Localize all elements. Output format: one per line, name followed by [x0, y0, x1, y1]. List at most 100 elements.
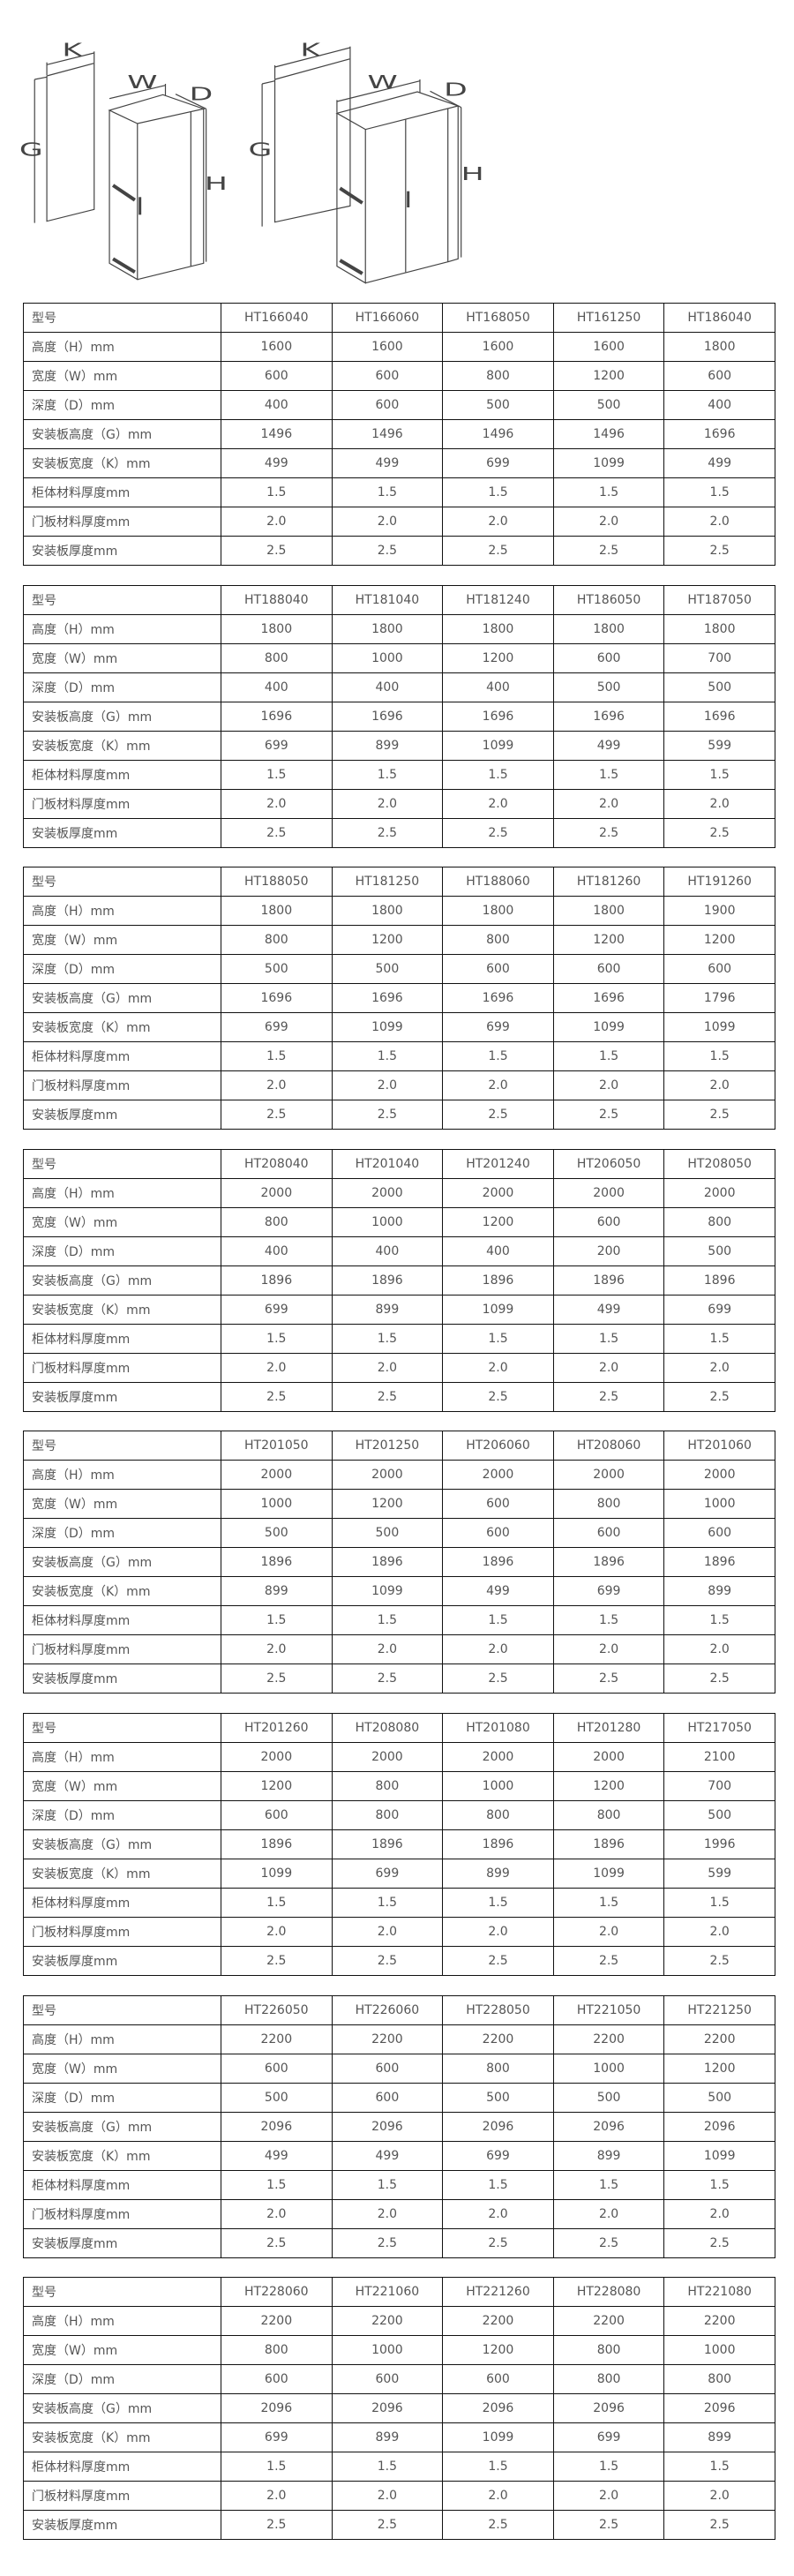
value-cell: 600 — [331, 361, 444, 391]
table-row-depth: 深度（D）mm 400 400 400 200 500 — [23, 1235, 775, 1266]
value-cell: 800 — [221, 642, 333, 673]
value-cell: 400 — [442, 1235, 554, 1266]
value-cell: 1000 — [552, 2053, 665, 2084]
value-cell: 400 — [663, 390, 775, 420]
value-cell: 2.0 — [331, 507, 444, 537]
value-cell: 2.0 — [663, 1917, 775, 1947]
value-cell: 2.5 — [663, 1381, 775, 1412]
model-cell: HT208060 — [552, 1431, 665, 1461]
table-row-height: 高度（H）mm 2200 2200 2200 2200 2200 — [23, 2306, 775, 2337]
value-cell: 1696 — [442, 983, 554, 1014]
value-cell: 1.5 — [442, 2452, 554, 2482]
table-row-depth: 深度（D）mm 500 500 600 600 600 — [23, 1518, 775, 1549]
value-cell: 1996 — [663, 1829, 775, 1859]
value-cell: 1.5 — [552, 2452, 665, 2482]
value-cell: 2.0 — [552, 2481, 665, 2512]
table-row-plate-thickness: 安装板厚度mm 2.5 2.5 2.5 2.5 2.5 — [23, 1946, 775, 1976]
value-cell: 1.5 — [331, 2169, 444, 2200]
value-cell: 600 — [442, 1489, 554, 1520]
value-cell: 1.5 — [552, 1041, 665, 1072]
table-row-model: 型号 HT201050 HT201250 HT206060 HT208060 HT2010… — [23, 1431, 775, 1461]
row-label: 安装板高度（G）mm — [23, 2111, 221, 2142]
value-cell: 700 — [663, 1771, 775, 1801]
row-label: 宽度（W）mm — [23, 2335, 221, 2366]
model-cell: HT168050 — [442, 303, 554, 333]
value-cell: 1200 — [552, 1771, 665, 1801]
double-cabinet-drawing — [262, 47, 461, 283]
value-cell: 600 — [221, 2053, 333, 2084]
value-cell: 1.5 — [442, 1041, 554, 1072]
table-row-model: 型号 HT228060 HT221060 HT221260 HT228080 HT2210… — [23, 2277, 775, 2308]
value-cell: 1896 — [442, 1829, 554, 1859]
value-cell: 2.0 — [442, 1917, 554, 1947]
value-cell: 600 — [552, 1518, 665, 1549]
value-cell: 2.5 — [331, 2227, 444, 2258]
model-cell: HT208040 — [221, 1148, 333, 1179]
value-cell: 2.0 — [221, 1070, 333, 1101]
row-label: 型号 — [23, 1994, 221, 2025]
value-cell: 1.5 — [552, 2169, 665, 2200]
spec-table: 型号 HT188050 HT181250 HT188060 HT181260 HT1912… — [23, 867, 775, 1130]
row-label: 安装板厚度mm — [23, 1100, 221, 1130]
value-cell: 1896 — [221, 1265, 333, 1296]
value-cell: 2200 — [331, 2306, 444, 2337]
value-cell: 1896 — [221, 1829, 333, 1859]
value-cell: 2200 — [663, 2306, 775, 2337]
value-cell: 2.0 — [442, 1070, 554, 1101]
value-cell: 500 — [663, 1800, 775, 1830]
value-cell: 1896 — [663, 1547, 775, 1578]
value-cell: 1.5 — [221, 1323, 333, 1354]
value-cell: 2.5 — [221, 536, 333, 566]
value-cell: 1.5 — [663, 477, 775, 507]
value-cell: 2200 — [221, 2306, 333, 2337]
value-cell: 600 — [331, 2364, 444, 2395]
value-cell: 1800 — [663, 332, 775, 362]
table-row-plate-width: 安装板宽度（K）mm 899 1099 499 699 899 — [23, 1576, 775, 1607]
value-cell: 2000 — [552, 1177, 665, 1208]
value-cell: 600 — [552, 954, 665, 985]
row-label: 型号 — [23, 867, 221, 897]
value-cell: 500 — [663, 2082, 775, 2113]
value-cell: 1200 — [331, 925, 444, 956]
value-cell: 1.5 — [221, 1888, 333, 1918]
row-label: 高度（H）mm — [23, 1460, 221, 1491]
value-cell: 2.0 — [442, 2198, 554, 2229]
value-cell: 2000 — [221, 1742, 333, 1772]
table-row-plate-thickness: 安装板厚度mm 2.5 2.5 2.5 2.5 2.5 — [23, 817, 775, 848]
row-label: 安装板高度（G）mm — [23, 2393, 221, 2424]
row-label: 宽度（W）mm — [23, 361, 221, 391]
value-cell: 2.5 — [221, 817, 333, 848]
value-cell: 699 — [221, 730, 333, 761]
table-row-plate-thickness: 安装板厚度mm 2.5 2.5 2.5 2.5 2.5 — [23, 1100, 775, 1130]
table-row-height: 高度（H）mm 1600 1600 1600 1600 1800 — [23, 332, 775, 362]
table-row-plate-height: 安装板高度（G）mm 1496 1496 1496 1496 1696 — [23, 419, 775, 449]
value-cell: 1800 — [331, 613, 444, 644]
table-row-model: 型号 HT188050 HT181250 HT188060 HT181260 HT1912… — [23, 867, 775, 897]
value-cell: 2.0 — [221, 2198, 333, 2229]
value-cell: 899 — [663, 1576, 775, 1607]
value-cell: 1.5 — [221, 477, 333, 507]
value-cell: 2.5 — [221, 1100, 333, 1130]
value-cell: 2096 — [442, 2111, 554, 2142]
value-cell: 800 — [663, 1206, 775, 1237]
row-label: 型号 — [23, 584, 221, 615]
value-cell: 2200 — [331, 2024, 444, 2054]
value-cell: 500 — [442, 2082, 554, 2113]
value-cell: 2.5 — [442, 817, 554, 848]
value-cell: 2000 — [442, 1460, 554, 1491]
value-cell: 899 — [552, 2140, 665, 2171]
dim-label-k: K — [62, 40, 83, 60]
table-row-plate-height: 安装板高度（G）mm 1696 1696 1696 1696 1696 — [23, 701, 775, 732]
table-row-door-thickness: 门板材料厚度mm 2.0 2.0 2.0 2.0 2.0 — [23, 507, 775, 537]
value-cell: 1000 — [331, 1206, 444, 1237]
table-row-depth: 深度（D）mm 600 800 800 800 500 — [23, 1800, 775, 1830]
value-cell: 800 — [331, 1800, 444, 1830]
value-cell: 699 — [552, 2422, 665, 2453]
value-cell: 2.0 — [442, 2481, 554, 2512]
value-cell: 1000 — [663, 2335, 775, 2366]
value-cell: 2000 — [442, 1177, 554, 1208]
value-cell: 1200 — [663, 925, 775, 956]
table-row-plate-width: 安装板宽度（K）mm 1099 699 899 1099 599 — [23, 1859, 775, 1889]
row-label: 安装板厚度mm — [23, 1381, 221, 1412]
value-cell: 500 — [442, 390, 554, 420]
